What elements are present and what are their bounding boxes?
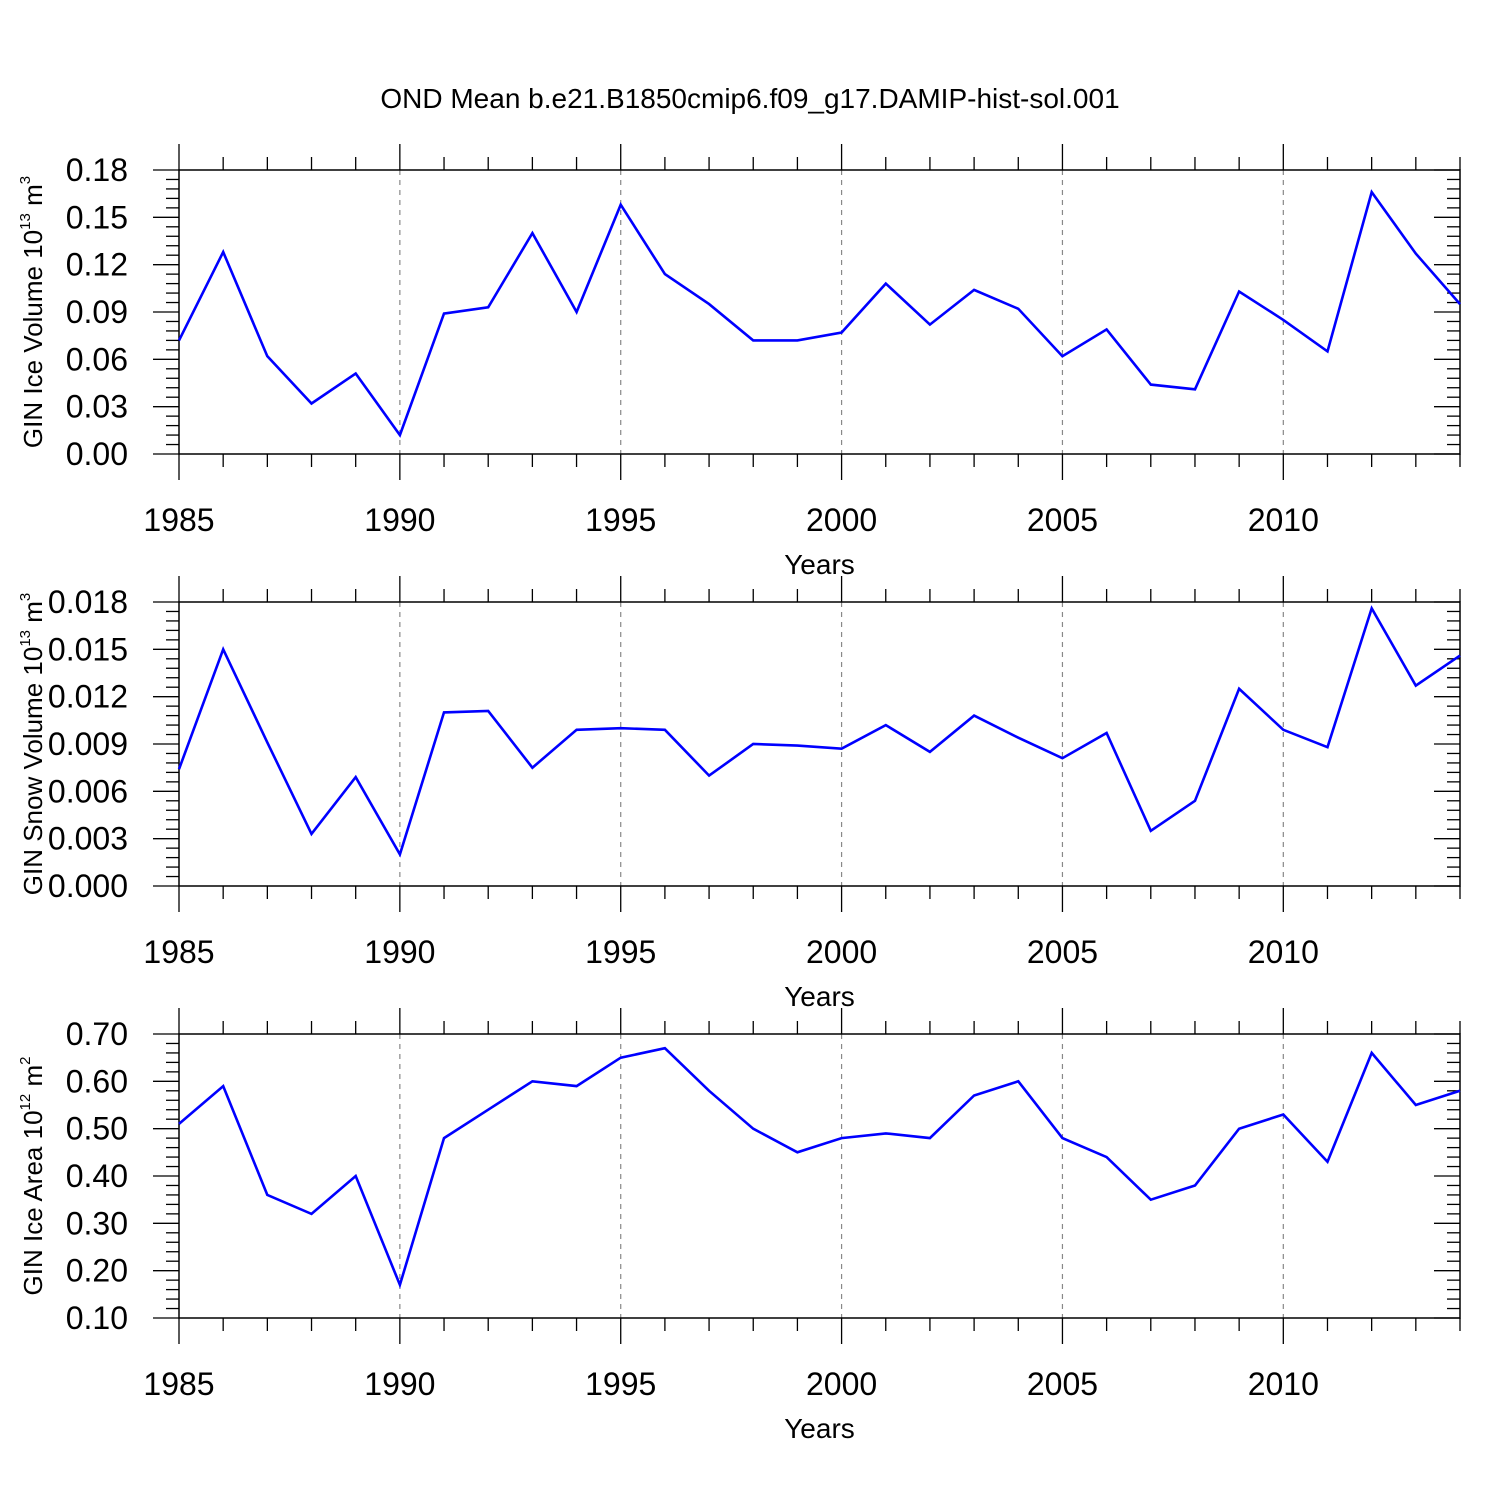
x-tick-label-1985: 1985: [143, 502, 214, 538]
x-tick-label-1995: 1995: [585, 934, 656, 970]
y-tick-label-0.10: 0.10: [66, 1300, 128, 1336]
x-tick-label-1995: 1995: [585, 502, 656, 538]
y-tick-label-0.003: 0.003: [48, 821, 128, 857]
panel-ice-volume: 0.00 0.03 0.06 0.09 0.12 0.15 0.18 1985 1990 1995…: [17, 144, 1461, 580]
x-tick-label-1990: 1990: [364, 502, 435, 538]
panel-ice-area: 0.10 0.20 0.30 0.40 0.50 0.60 0.70 1985 1990 1995…: [17, 1008, 1461, 1444]
y-tick-label-0.009: 0.009: [48, 726, 128, 762]
y-tick-label-0.60: 0.60: [66, 1063, 128, 1099]
y-axis-label: GIN Ice Area 1012 m2: [17, 1057, 48, 1296]
x-tick-label-1990: 1990: [364, 1366, 435, 1402]
y-tick-label-0.70: 0.70: [66, 1016, 128, 1052]
y-tick-label-0.30: 0.30: [66, 1205, 128, 1241]
chart-title: OND Mean b.e21.B1850cmip6.f09_g17.DAMIP-…: [380, 83, 1119, 114]
y-tick-label-0.09: 0.09: [66, 294, 128, 330]
x-axis-label: Years: [784, 1413, 855, 1444]
y-tick-label-0.000: 0.000: [48, 868, 128, 904]
y-tick-label-0.012: 0.012: [48, 679, 128, 715]
x-tick-label-2000: 2000: [806, 934, 877, 970]
x-tick-label-2000: 2000: [806, 502, 877, 538]
y-tick-label-0.00: 0.00: [66, 436, 128, 472]
y-tick-label-0.06: 0.06: [66, 341, 128, 377]
x-tick-label-2005: 2005: [1027, 934, 1098, 970]
plot-frame: [178, 601, 1461, 887]
y-tick-label-0.20: 0.20: [66, 1253, 128, 1289]
x-tick-label-1990: 1990: [364, 934, 435, 970]
x-tick-label-2010: 2010: [1248, 502, 1319, 538]
series-line-ice-volume: [177, 189, 1461, 438]
x-tick-label-1985: 1985: [143, 934, 214, 970]
x-tick-label-2010: 2010: [1248, 1366, 1319, 1402]
x-tick-label-1985: 1985: [143, 1366, 214, 1402]
y-axis-label: GIN Ice Volume 1013 m3: [17, 176, 48, 448]
y-axis-label: GIN Snow Volume 1013 m3: [17, 593, 48, 896]
y-tick-label-0.018: 0.018: [48, 584, 128, 620]
x-tick-label-2005: 2005: [1027, 502, 1098, 538]
y-tick-label-0.40: 0.40: [66, 1158, 128, 1194]
y-tick-label-0.015: 0.015: [48, 631, 128, 667]
y-tick-label-0.03: 0.03: [66, 389, 128, 425]
series-line-ice-area: [178, 1046, 1461, 1289]
x-axis-label: Years: [784, 981, 855, 1012]
x-tick-label-2005: 2005: [1027, 1366, 1098, 1402]
y-tick-label-0.006: 0.006: [48, 773, 128, 809]
x-tick-label-1995: 1995: [585, 1366, 656, 1402]
y-tick-label-0.18: 0.18: [66, 152, 128, 188]
y-tick-label-0.15: 0.15: [66, 199, 128, 235]
x-axis-label: Years: [784, 549, 855, 580]
y-tick-label-0.50: 0.50: [66, 1111, 128, 1147]
series-line-snow-volume: [177, 605, 1461, 858]
panel-snow-volume: 0.000 0.003 0.006 0.009 0.012 0.015 0.018 1985 1…: [17, 576, 1461, 1012]
x-tick-label-2000: 2000: [806, 1366, 877, 1402]
x-tick-label-2010: 2010: [1248, 934, 1319, 970]
plot-frame: [178, 1033, 1461, 1319]
y-tick-label-0.12: 0.12: [66, 247, 128, 283]
plot-frame: [178, 169, 1461, 455]
